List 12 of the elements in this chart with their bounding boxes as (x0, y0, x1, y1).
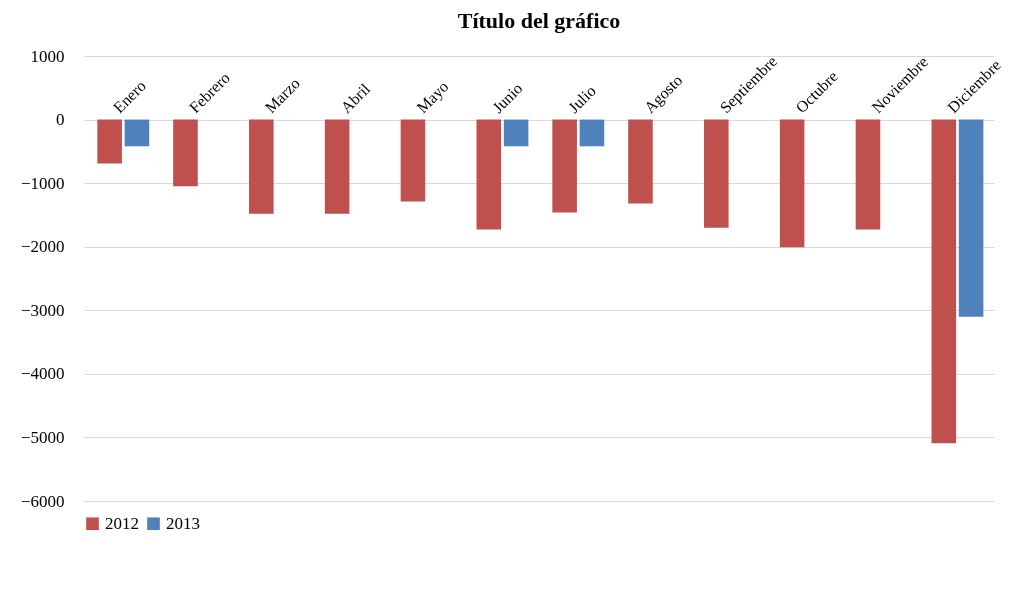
y-tick-label: −4000 (20, 364, 65, 384)
legend-label: 2012 (105, 513, 139, 533)
y-tick-label: −3000 (20, 300, 65, 320)
chart-title: Título del gráfico (457, 8, 621, 33)
legend-label: 2013 (166, 513, 200, 533)
y-tick-label: −2000 (20, 237, 65, 257)
y-tick-label: 0 (56, 110, 65, 130)
y-tick-label: −6000 (20, 491, 65, 511)
y-tick-label: 1000 (30, 46, 65, 66)
y-tick-label: −1000 (20, 173, 65, 193)
y-tick-label: −5000 (20, 427, 65, 447)
x-tick-label: Julio (564, 82, 599, 117)
